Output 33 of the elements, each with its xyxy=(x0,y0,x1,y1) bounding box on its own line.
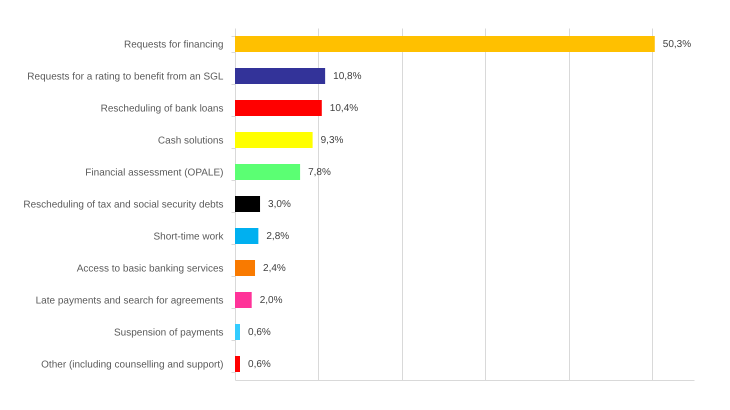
bar xyxy=(235,164,300,180)
y-tick-label: Requests for financing xyxy=(124,40,224,50)
data-label: 10,8% xyxy=(333,71,362,82)
data-label: 10,4% xyxy=(330,103,358,114)
y-tick-label: Requests for a rating to benefit from an SGL xyxy=(27,72,224,82)
bar xyxy=(235,356,240,372)
data-label: 7,8% xyxy=(308,167,331,178)
bar xyxy=(235,68,326,84)
data-label: 3,0% xyxy=(268,199,291,210)
bar xyxy=(235,292,252,308)
y-tick-label: Other (including counselling and support) xyxy=(41,360,224,370)
y-tick-label: Access to basic banking services xyxy=(76,264,224,274)
y-tick-label: Suspension of payments xyxy=(114,328,224,338)
bar xyxy=(235,132,313,148)
bar xyxy=(235,196,260,212)
y-tick-label: Cash solutions xyxy=(158,136,224,146)
bar xyxy=(235,260,256,276)
y-tick-label: Rescheduling of tax and social security debts xyxy=(23,200,224,210)
data-label: 2,0% xyxy=(260,295,283,306)
bar xyxy=(235,100,322,116)
y-tick-label: Rescheduling of bank loans xyxy=(100,104,224,114)
data-label: 50,3% xyxy=(662,39,692,50)
data-label: 2,8% xyxy=(266,231,290,242)
data-label: 9,3% xyxy=(320,135,344,146)
y-tick-label: Financial assessment (OPALE) xyxy=(85,168,224,178)
data-label: 2,4% xyxy=(263,263,286,274)
bar xyxy=(235,324,240,340)
bar xyxy=(235,36,655,52)
data-label: 0,6% xyxy=(248,359,271,370)
y-tick-label: Short-time work xyxy=(153,232,224,242)
data-label: 0,6% xyxy=(248,327,271,338)
y-tick-label: Late payments and search for agreements xyxy=(36,296,224,306)
bar xyxy=(235,228,258,244)
